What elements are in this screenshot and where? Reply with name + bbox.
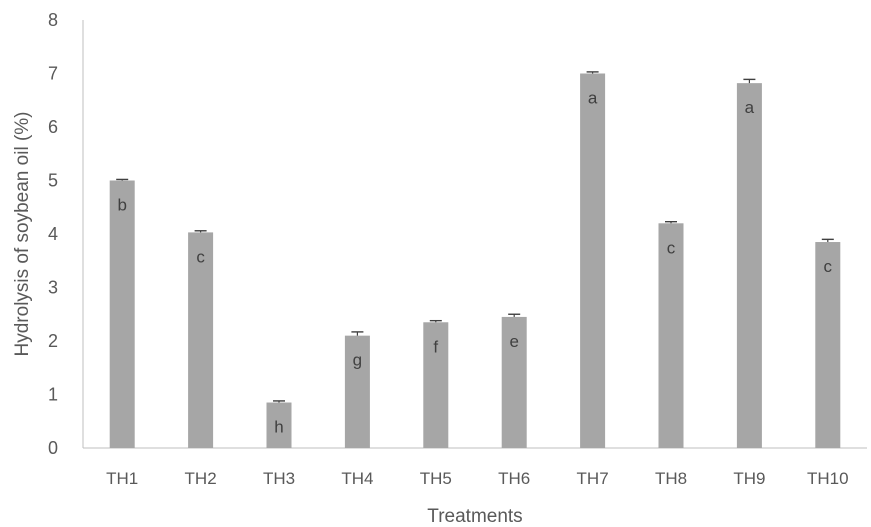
significance-letter: a bbox=[745, 98, 755, 117]
significance-letter: f bbox=[433, 337, 438, 356]
error-bar bbox=[429, 319, 442, 323]
bar bbox=[736, 83, 762, 448]
error-bar bbox=[743, 78, 756, 84]
bars: b c h g f e a c a c bbox=[109, 71, 841, 448]
bar bbox=[109, 180, 135, 448]
bar bbox=[266, 402, 292, 448]
error-bar bbox=[665, 220, 677, 224]
y-tick-label: 7 bbox=[48, 64, 58, 84]
y-tick-label: 3 bbox=[48, 278, 58, 298]
x-category-label: TH10 bbox=[807, 469, 849, 488]
significance-letter: c bbox=[196, 247, 205, 266]
x-category-label: TH7 bbox=[577, 469, 609, 488]
y-tick-label: 2 bbox=[48, 331, 58, 351]
significance-letter: e bbox=[509, 332, 518, 351]
significance-letter: g bbox=[353, 351, 362, 370]
x-category-label: TH1 bbox=[106, 469, 138, 488]
error-bar bbox=[351, 331, 364, 336]
bar bbox=[815, 242, 841, 448]
error-bar bbox=[273, 400, 285, 403]
x-category-label: TH6 bbox=[498, 469, 530, 488]
bar bbox=[344, 335, 370, 448]
x-category-label: TH3 bbox=[263, 469, 295, 488]
x-category-label: TH8 bbox=[655, 469, 687, 488]
significance-letter: h bbox=[274, 418, 283, 437]
error-bar bbox=[821, 238, 834, 243]
x-category-label: TH5 bbox=[420, 469, 452, 488]
error-bar bbox=[586, 71, 599, 74]
y-axis-title: Hydrolysis of soybean oil (%) bbox=[12, 112, 33, 357]
y-tick-label: 6 bbox=[48, 117, 58, 137]
significance-letter: c bbox=[667, 238, 676, 257]
bar bbox=[423, 322, 449, 448]
x-category-label: TH2 bbox=[185, 469, 217, 488]
error-bar bbox=[508, 313, 521, 317]
x-axis-title: Treatments bbox=[427, 506, 522, 527]
y-tick-label: 1 bbox=[48, 385, 58, 405]
bar bbox=[188, 232, 214, 448]
x-category-label: TH9 bbox=[733, 469, 765, 488]
y-tick-label: 8 bbox=[48, 10, 58, 30]
error-bar bbox=[194, 230, 207, 233]
bar bbox=[580, 73, 606, 448]
y-tick-label: 5 bbox=[48, 171, 58, 191]
y-axis-ticks: 0 1 2 3 4 5 6 7 8 bbox=[48, 10, 58, 458]
significance-letter: b bbox=[117, 196, 126, 215]
x-axis-categories: TH1 TH2 TH3 TH4 TH5 TH6 TH7 TH8 TH9 TH10 bbox=[106, 469, 848, 488]
x-category-label: TH4 bbox=[341, 469, 373, 488]
significance-letter: a bbox=[588, 89, 598, 108]
error-bar bbox=[116, 178, 129, 181]
bar bbox=[501, 316, 527, 448]
significance-letter: c bbox=[824, 257, 833, 276]
y-tick-label: 4 bbox=[48, 224, 58, 244]
y-tick-label: 0 bbox=[48, 438, 58, 458]
bar bbox=[658, 223, 684, 448]
